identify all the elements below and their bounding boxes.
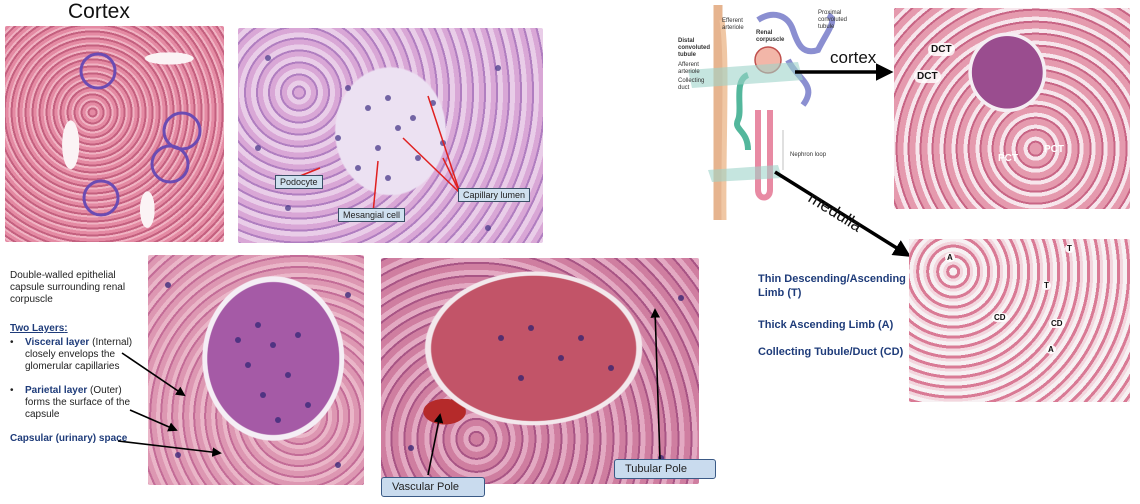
cortex-lowmag-image	[5, 26, 224, 242]
thin-limb-label: T	[1042, 281, 1051, 290]
legend-collecting-duct: Collecting Tubule/Duct (CD)	[758, 346, 904, 358]
corpuscle-poles-image	[381, 258, 699, 484]
glomerulus-circle	[162, 111, 202, 151]
renal-corpuscle-image	[148, 255, 364, 485]
pct-label: PCT	[1044, 144, 1064, 155]
two-layers-heading: Two Layers:	[10, 323, 68, 334]
parietal-layer-title: Parietal layer	[25, 385, 88, 396]
glomerulus-circle	[82, 179, 120, 217]
capsule-intro-text: Double-walled epithelial capsule surroun…	[10, 270, 126, 305]
legend-thin-limb: Thin Descending/Ascending Limb (T)	[758, 273, 906, 299]
vascular-pole-label: Vascular Pole	[381, 477, 485, 497]
mesangial-cell-label: Mesangial cell	[338, 208, 406, 222]
podocyte-label: Podocyte	[275, 175, 323, 189]
cortex-tubules-image: DCT DCT PCT PCT	[894, 8, 1130, 209]
afferent-arteriole-label: Afferent arteriole	[678, 62, 700, 75]
visceral-layer-desc: closely envelops the glomerular capillar…	[25, 349, 120, 372]
nephron-diagram: Efferent arteriole Renal corpuscle Proxi…	[678, 0, 848, 225]
collecting-duct-label: CD	[992, 313, 1008, 322]
nephron-drawing	[688, 5, 836, 221]
cortex-title: Cortex	[68, 0, 130, 23]
pct-label: PCT	[998, 153, 1018, 164]
glomerulus-circle	[79, 52, 117, 90]
glomerulus-circle	[150, 144, 190, 184]
glomerulus-image: Podocyte Mesangial cell Capillary lumen	[238, 28, 543, 243]
distal-tubule-label: Distal convoluted tubule	[678, 38, 711, 58]
nephron-loop-label: Nephron loop	[790, 152, 827, 158]
dct-label: DCT	[928, 43, 955, 56]
capsular-space-label: Capsular (urinary) space	[10, 433, 128, 444]
efferent-arteriole-label: Efferent arteriole	[722, 18, 744, 31]
tubular-pole-label: Tubular Pole	[614, 459, 716, 479]
corpuscle-nuclei	[165, 282, 351, 468]
thick-limb-label: A	[945, 253, 955, 262]
parietal-layer-desc: forms the surface of the capsule	[25, 397, 131, 420]
legend-thick-limb: Thick Ascending Limb (A)	[758, 319, 894, 331]
bullet: •	[10, 385, 14, 396]
collecting-duct-label: CD	[1049, 319, 1065, 328]
glomeruli-circles	[79, 52, 202, 217]
thick-limb-label: A	[1046, 345, 1056, 354]
medulla-image: A T T CD CD A	[909, 239, 1130, 402]
collecting-duct-label: Collecting duct	[678, 78, 705, 91]
proximal-tubule-label: Proximal convoluted tubule	[818, 10, 848, 30]
visceral-layer-paren: (Internal)	[92, 337, 133, 348]
dct-label: DCT	[914, 70, 941, 83]
bullet: •	[10, 337, 14, 348]
visceral-layer-title: Visceral layer	[25, 337, 90, 348]
visceral-layer-item: • Visceral layer (Internal) closely enve…	[10, 337, 145, 373]
renal-corpuscle-label: Renal corpuscle	[756, 30, 785, 43]
two-layers-text: Two Layers	[10, 323, 65, 334]
parietal-layer-item: • Parietal layer (Outer) forms the surfa…	[10, 385, 145, 421]
cortex-arrow-label: cortex	[830, 48, 877, 67]
thin-limb-label: T	[1065, 244, 1074, 253]
poles-nuclei	[408, 295, 684, 461]
capillary-lumen-label: Capillary lumen	[458, 188, 531, 202]
parietal-layer-paren: (Outer)	[90, 385, 122, 396]
